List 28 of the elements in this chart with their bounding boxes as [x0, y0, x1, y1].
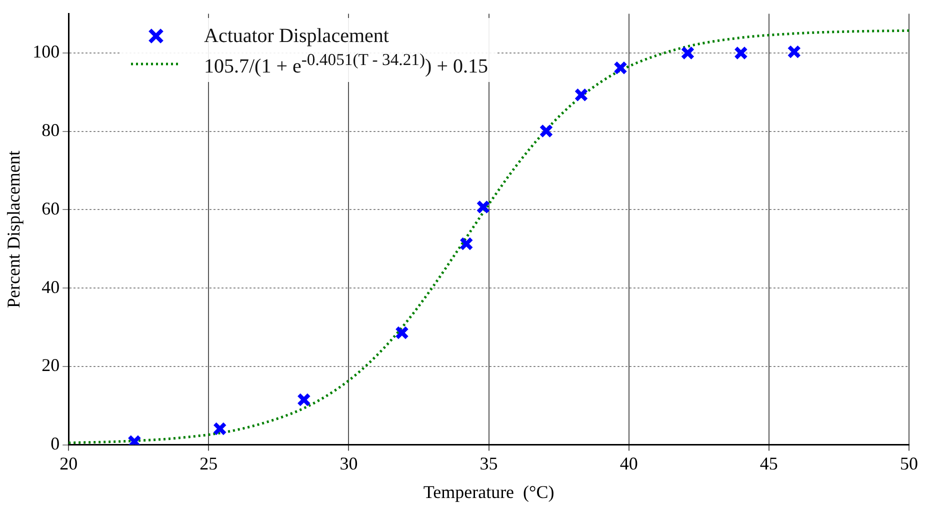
point: [395, 326, 409, 340]
x-tick-label: 45: [760, 453, 778, 474]
y-tick-label: 40: [42, 276, 60, 297]
y-axis-title: Percent Displacement: [4, 150, 24, 308]
point: [296, 392, 311, 407]
point: [212, 422, 227, 436]
point: [734, 46, 748, 60]
point: [476, 200, 490, 214]
y-tick-label: 80: [42, 120, 60, 140]
point: [539, 124, 554, 138]
point: [574, 88, 588, 102]
x-tick-label: 50: [900, 453, 918, 474]
y-tick-label: 20: [42, 355, 60, 376]
legend-label: Actuator Displacement: [204, 24, 389, 48]
legend-label: 105.7/(1 + e$^{-0.4051(T - 34.21)}$) + 0.15: [204, 50, 488, 78]
x-tick-label: 30: [340, 453, 358, 474]
x-axis-title: Temperature (°C): [423, 482, 554, 502]
y-tick-label: 100: [32, 42, 60, 62]
y-tick-label: 60: [42, 198, 60, 218]
point: [787, 44, 802, 59]
x-tick-label: 25: [200, 453, 218, 474]
x-tick-label: 20: [60, 453, 78, 474]
x-tick-label: 35: [480, 453, 498, 474]
y-tick-label: 0: [50, 434, 60, 454]
point: [614, 60, 628, 75]
point: [459, 236, 474, 251]
x-tick-label: 40: [620, 453, 638, 474]
point: [680, 46, 695, 60]
